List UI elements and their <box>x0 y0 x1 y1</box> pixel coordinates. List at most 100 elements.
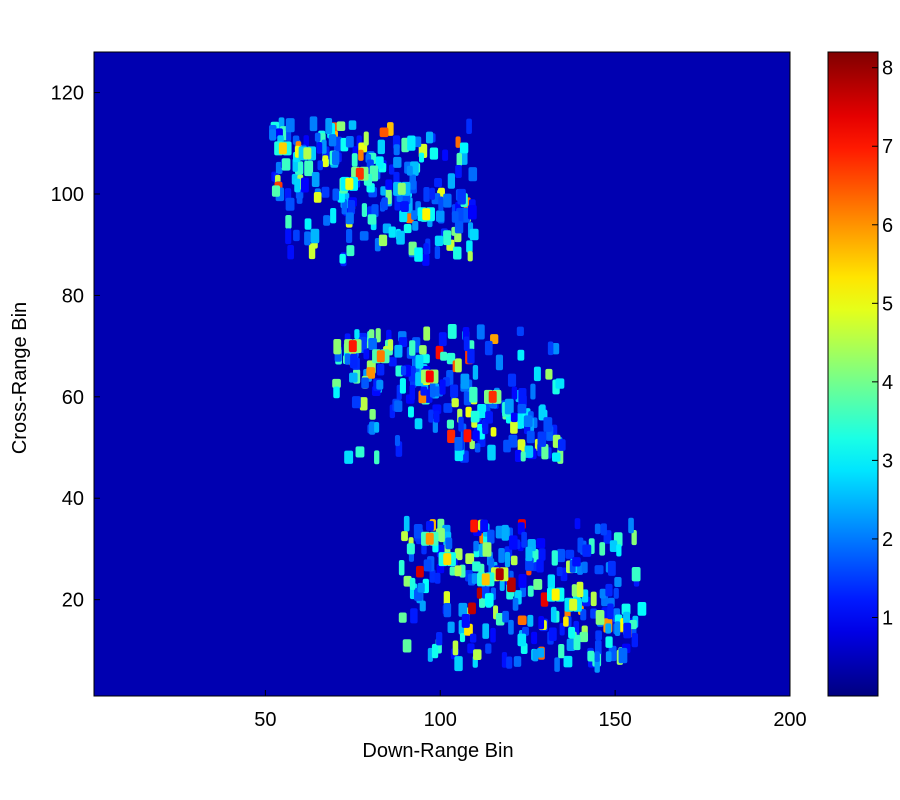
y-tick-label: 20 <box>62 590 84 612</box>
heatmap-cell <box>354 329 360 340</box>
heatmap-cell <box>504 398 514 415</box>
heatmap-cell <box>443 403 453 413</box>
heatmap-cell <box>574 518 581 530</box>
heatmap-cell <box>399 378 406 394</box>
heatmap-cell <box>517 522 525 535</box>
heatmap-cell <box>450 384 459 398</box>
heatmap-cell <box>470 410 480 423</box>
heatmap-cell <box>406 165 413 176</box>
heatmap-cell <box>409 577 416 591</box>
heatmap-cell <box>571 584 577 597</box>
heatmap-cell <box>434 246 441 260</box>
heatmap-cell <box>407 406 414 418</box>
colorbar: 1 2 3 4 5 6 7 8 <box>827 51 893 697</box>
heatmap-cell <box>304 218 312 230</box>
heatmap-cell <box>607 560 616 576</box>
heatmap-cell <box>409 174 417 190</box>
heatmap-cell <box>607 603 614 620</box>
heatmap-cell <box>577 537 584 553</box>
heatmap-cell <box>595 609 605 625</box>
heatmap-cell <box>361 377 369 389</box>
colorbar-tick-label: 2 <box>882 529 893 551</box>
heatmap-cell <box>285 118 295 133</box>
heatmap-cell <box>351 153 358 167</box>
heatmap-cell <box>513 656 522 667</box>
colorbar-ticks: 1 2 3 4 5 6 7 8 <box>872 58 893 629</box>
heatmap-cell <box>423 186 430 202</box>
heatmap-cell <box>479 596 486 608</box>
heatmap-cell <box>548 627 557 641</box>
heatmap-cell <box>460 373 470 389</box>
heatmap-cell <box>481 573 490 586</box>
heatmap-cell <box>490 427 497 437</box>
heatmap-cell <box>551 452 561 462</box>
heatmap-cell <box>310 228 320 244</box>
y-tick-label: 120 <box>51 83 84 105</box>
heatmap-cell <box>538 548 546 561</box>
heatmap-cell <box>517 633 527 647</box>
heatmap-cell <box>507 373 517 387</box>
heatmap-cell <box>537 431 547 447</box>
heatmap-cell <box>568 626 576 639</box>
heatmap-cell <box>458 416 464 432</box>
heatmap-cell <box>566 638 576 652</box>
heatmap-cell <box>374 450 380 465</box>
heatmap-cell <box>447 173 456 189</box>
heatmap-cell <box>345 136 354 148</box>
heatmap-cell <box>508 619 514 635</box>
heatmap-cell <box>422 253 430 266</box>
heatmap-cell <box>435 210 445 222</box>
heatmap-cell <box>454 656 463 672</box>
heatmap-cell <box>443 230 452 246</box>
heatmap-cell <box>631 529 637 546</box>
heatmap-cell <box>375 328 381 343</box>
heatmap-cell <box>547 574 555 589</box>
heatmap-cell <box>590 591 597 607</box>
heatmap-cell <box>465 406 472 418</box>
heatmap-cell <box>521 531 527 548</box>
heatmap-cell <box>487 444 496 461</box>
heatmap-cell <box>429 187 436 200</box>
heatmap-cell <box>423 243 429 255</box>
heatmap-cell <box>565 549 575 559</box>
heatmap-cell <box>403 575 412 587</box>
heatmap-cell <box>394 435 401 447</box>
heatmap-cell <box>304 231 311 246</box>
heatmap-cell <box>313 192 322 203</box>
heatmap-cell <box>509 535 518 550</box>
heatmap-cell <box>400 201 409 213</box>
heatmap-cell <box>418 152 425 163</box>
heatmap-cell <box>538 615 545 630</box>
x-tick-label: 100 <box>424 709 457 731</box>
heatmap-cell <box>472 364 479 380</box>
heatmap-cell <box>551 588 560 601</box>
heatmap-cell <box>443 591 450 606</box>
heatmap-cell <box>304 160 314 177</box>
heatmap-cell <box>314 132 321 142</box>
heatmap-cell <box>507 577 516 593</box>
heatmap-cell <box>499 578 505 591</box>
heatmap-cell <box>473 540 479 552</box>
heatmap-cell <box>332 188 339 201</box>
heatmap-cell <box>423 559 432 572</box>
colorbar-tick-label: 7 <box>882 136 893 158</box>
heatmap-cell <box>581 589 589 603</box>
heatmap-cell <box>550 606 557 623</box>
heatmap-cell <box>454 436 463 451</box>
heatmap-cell <box>308 243 316 260</box>
heatmap-cell <box>359 231 369 241</box>
heatmap-cell <box>517 349 525 361</box>
heatmap-cell <box>614 577 622 587</box>
heatmap-cell <box>510 555 518 566</box>
x-axis-ticks: 50 100 150 200 <box>254 690 807 731</box>
heatmap-cell <box>414 247 423 262</box>
heatmap-cell <box>442 149 449 161</box>
heatmap-cell <box>455 165 462 179</box>
heatmap-cell <box>346 228 353 244</box>
heatmap-cell <box>502 610 509 623</box>
heatmap-cell <box>488 390 497 403</box>
heatmap-cell <box>387 339 394 351</box>
heatmap-cell <box>398 337 408 347</box>
heatmap-cell <box>451 211 459 223</box>
heatmap-cell <box>358 149 364 161</box>
